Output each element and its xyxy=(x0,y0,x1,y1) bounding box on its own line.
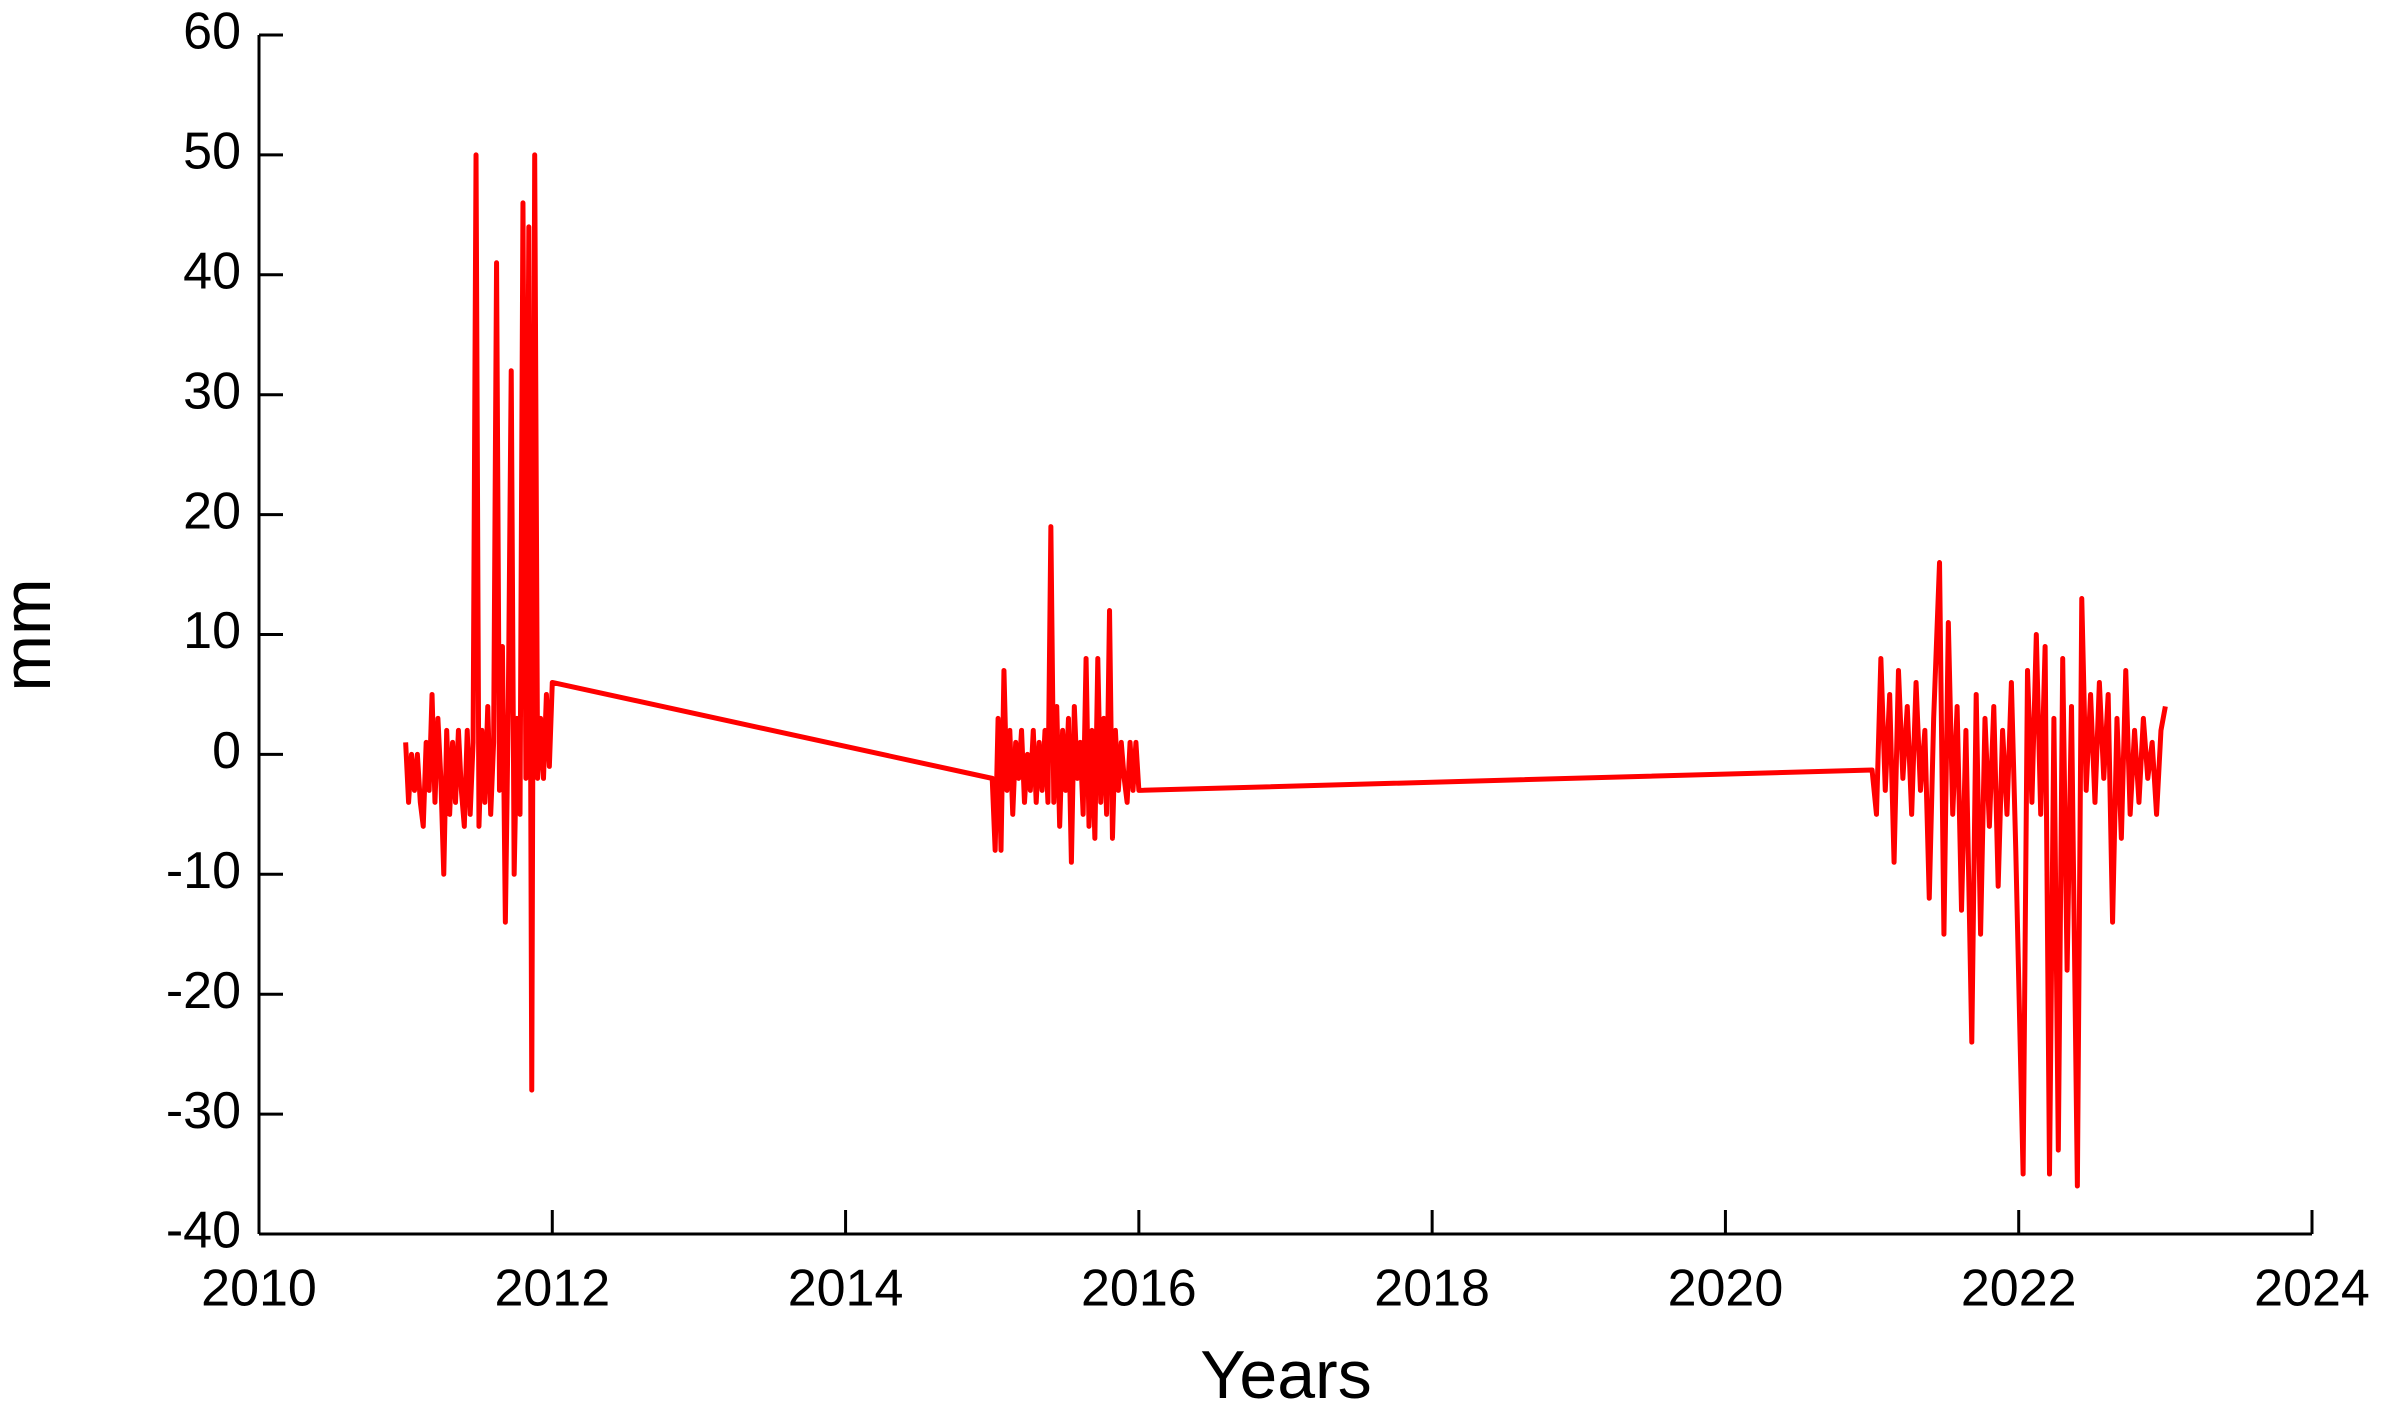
x-tick-label: 2014 xyxy=(788,1260,904,1318)
y-tick-label: 20 xyxy=(183,482,241,540)
y-tick-label: 0 xyxy=(212,722,241,780)
y-tick-label: 60 xyxy=(183,3,241,61)
y-tick-label: 10 xyxy=(183,602,241,660)
y-tick-label: 40 xyxy=(183,243,241,301)
y-tick-label: -40 xyxy=(166,1202,241,1260)
x-tick-label: 2016 xyxy=(1081,1260,1197,1318)
x-tick-label: 2024 xyxy=(2254,1260,2370,1318)
x-tick-label: 2022 xyxy=(1961,1260,2077,1318)
y-tick-label: 30 xyxy=(183,362,241,420)
x-tick-label: 2020 xyxy=(1668,1260,1784,1318)
data-line xyxy=(403,152,2168,1189)
y-tick-label: -30 xyxy=(166,1082,241,1140)
x-tick-label: 2012 xyxy=(494,1260,610,1318)
y-tick-label: -20 xyxy=(166,962,241,1020)
x-axis-label: Years xyxy=(1200,1337,1371,1413)
x-tick-label: 2010 xyxy=(201,1260,317,1318)
y-axis-label: mm xyxy=(0,578,65,691)
y-tick-label: -10 xyxy=(166,842,241,900)
x-tick-label: 2018 xyxy=(1374,1260,1490,1318)
y-tick-label: 50 xyxy=(183,123,241,181)
